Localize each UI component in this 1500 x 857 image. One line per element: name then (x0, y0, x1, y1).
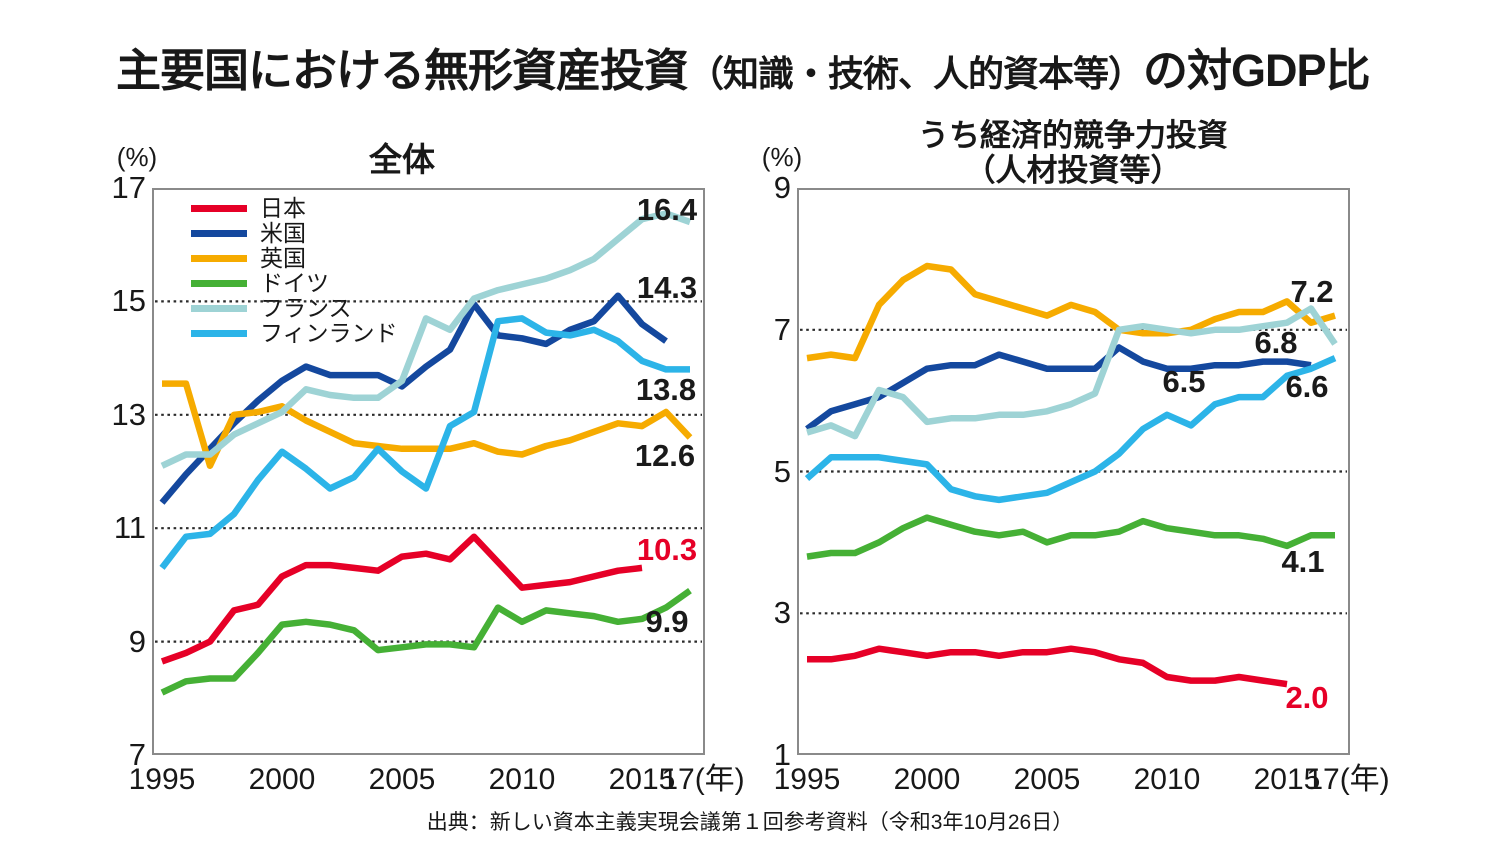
legend-item-us: 米国 (191, 221, 398, 246)
series-line-us (805, 344, 1312, 432)
end-value-label-germany: 9.9 (645, 604, 689, 639)
legend-item-finland: フィンランド (191, 321, 398, 346)
x-tick-label-2010: 2010 (1133, 763, 1201, 796)
plot-frame (152, 188, 705, 755)
x-end-label: 17(年) (1306, 763, 1390, 796)
series-line-france (160, 210, 692, 469)
legend-swatch-japan (191, 205, 247, 212)
x-tick-label-2015: 2015 (1253, 763, 1321, 796)
end-value-label-japan: 2.0 (1285, 680, 1329, 715)
legend-label-uk: 英国 (260, 245, 306, 271)
end-value-label-france: 6.8 (1254, 325, 1298, 360)
end-value-label-us: 14.3 (636, 270, 698, 305)
y-tick-label-15: 15 (111, 283, 146, 319)
legend-item-germany: ドイツ (191, 271, 398, 296)
main-title: 主要国における無形資産投資（知識・技術、人的資本等）の対GDP比 (116, 34, 1371, 99)
right-chart-title-line2: （人材投資等） (964, 153, 1182, 188)
x-end-label: 17(年) (661, 763, 745, 796)
x-tick-label-2010: 2010 (488, 763, 556, 796)
legend-label-finland: フィンランド (260, 320, 398, 346)
main-title-text: 主要国における無形資産投資 (116, 45, 689, 96)
series-line-uk (162, 380, 693, 470)
y-tick-label-5: 5 (773, 453, 791, 489)
left-chart-title: 全体 (369, 141, 435, 178)
series-line-france (806, 305, 1338, 440)
right-chart-unit-label: (%) (761, 142, 803, 172)
series-line-germany (160, 587, 692, 696)
left-chart-unit-label: (%) (116, 142, 158, 172)
series-line-japan (807, 645, 1288, 688)
legend-swatch-uk (191, 255, 247, 262)
end-value-label-uk: 7.2 (1290, 274, 1334, 309)
legend-swatch-us (191, 230, 247, 237)
legend-label-japan: 日本 (260, 195, 306, 221)
end-value-label-germany: 4.1 (1281, 544, 1325, 579)
legend-swatch-france (191, 305, 247, 312)
end-value-label-us: 6.5 (1162, 364, 1206, 399)
competitiveness-line-chart (797, 188, 1350, 755)
source-note: 出典：新しい資本主義実現会議第１回参考資料（令和3年10月26日） (426, 811, 1074, 834)
end-value-label-france: 16.4 (636, 192, 698, 227)
legend-item-japan: 日本 (191, 196, 398, 221)
y-tick-label-13: 13 (111, 396, 146, 432)
x-tick-label-1995: 1995 (128, 763, 196, 796)
main-title-paren-text: （知識・技術、人的資本等） (688, 53, 1144, 94)
x-tick-label-2000: 2000 (893, 763, 961, 796)
plot-frame (797, 188, 1350, 755)
x-tick-label-2000: 2000 (248, 763, 316, 796)
series-line-us (159, 292, 668, 505)
y-tick-label-11: 11 (113, 510, 146, 546)
end-value-label-japan: 10.3 (636, 532, 698, 567)
x-tick-label-2005: 2005 (368, 763, 436, 796)
legend-label-us: 米国 (260, 220, 306, 246)
legend: 日本 米国 英国 ドイツ フランス フィンランド (191, 196, 398, 346)
legend-label-germany: ドイツ (260, 270, 329, 296)
series-line-finland (804, 355, 1337, 504)
series-line-uk (806, 262, 1336, 362)
legend-item-uk: 英国 (191, 246, 398, 271)
legend-label-france: フランス (260, 295, 352, 321)
y-tick-label-3: 3 (773, 595, 791, 631)
end-value-label-uk: 12.6 (634, 438, 696, 473)
right-chart-title-line1: うち経済的競争力投資 (918, 118, 1228, 153)
y-tick-label-17: 17 (111, 170, 146, 205)
x-tick-label-2015: 2015 (608, 763, 676, 796)
series-line-japan (160, 533, 643, 665)
end-value-label-finland: 13.8 (635, 372, 697, 407)
x-tick-label-2005: 2005 (1013, 763, 1081, 796)
series-line-germany (806, 514, 1335, 560)
y-tick-label-9: 9 (128, 623, 146, 659)
main-title-tail-text: の対GDP比 (1143, 45, 1371, 96)
y-tick-label-9: 9 (773, 170, 791, 205)
x-tick-label-1995: 1995 (773, 763, 841, 796)
y-tick-label-1: 1 (773, 737, 791, 772)
overall-line-chart (152, 188, 705, 755)
legend-swatch-finland (191, 330, 247, 337)
legend-swatch-germany (191, 280, 247, 287)
y-tick-label-7: 7 (128, 737, 146, 772)
legend-item-france: フランス (191, 296, 398, 321)
series-line-finland (159, 315, 690, 570)
end-value-label-finland: 6.6 (1285, 369, 1329, 404)
y-tick-label-7: 7 (773, 311, 791, 347)
